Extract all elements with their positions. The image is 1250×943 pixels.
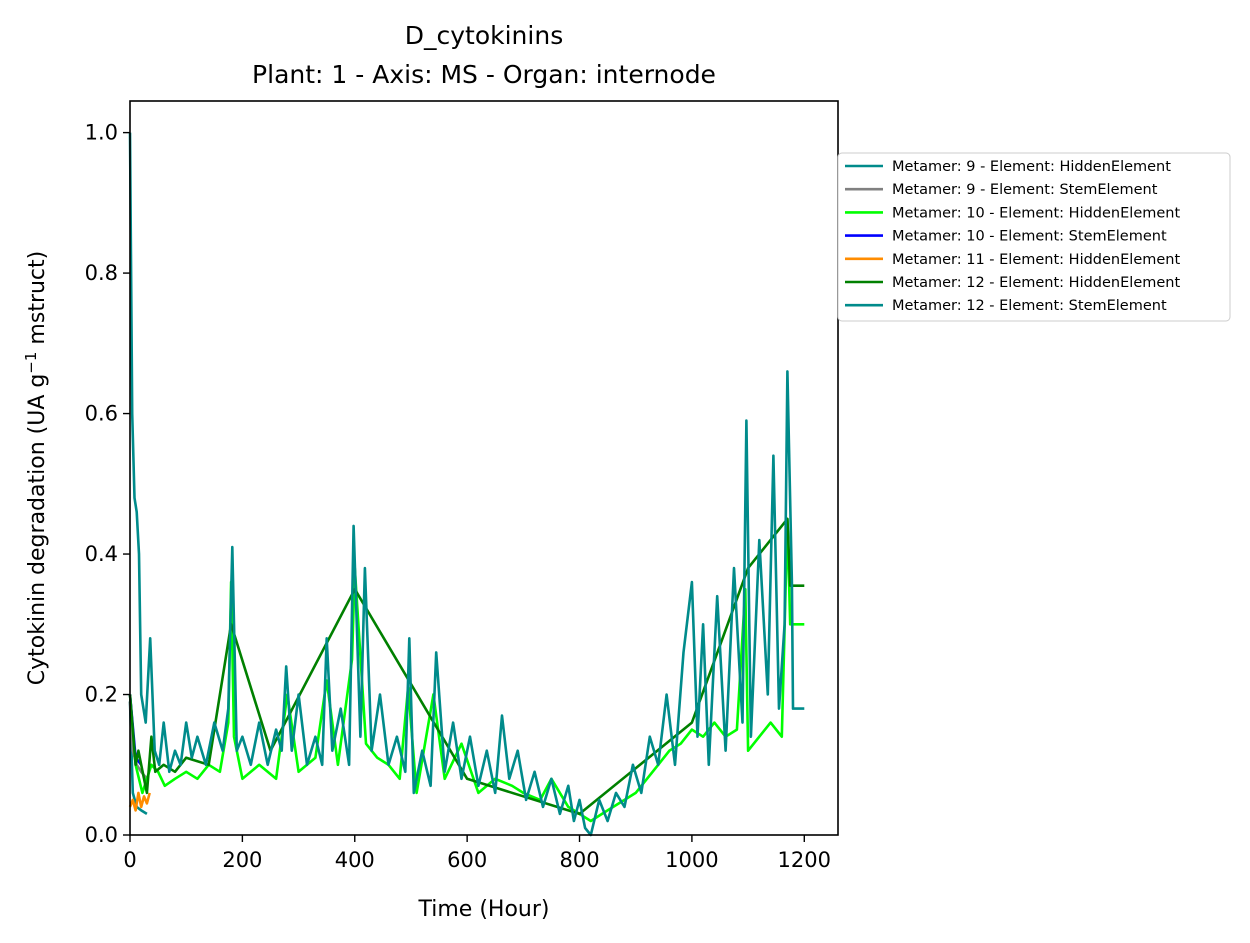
legend-label: Metamer: 12 - Element: HiddenElement [892, 275, 1180, 291]
x-tick-label: 600 [447, 848, 487, 872]
x-tick-label: 200 [222, 848, 262, 872]
y-tick-label: 0.2 [85, 683, 118, 707]
chart-title: D_cytokinins [405, 21, 563, 50]
y-tick-label: 0.4 [85, 542, 118, 566]
legend-label: Metamer: 10 - Element: HiddenElement [892, 205, 1180, 221]
x-axis-label: Time (Hour) [418, 897, 550, 922]
x-tick-label: 0 [123, 848, 136, 872]
legend: Metamer: 9 - Element: HiddenElement Metam… [837, 152, 1231, 322]
legend-label: Metamer: 11 - Element: HiddenElement [892, 252, 1180, 268]
x-tick-label: 1000 [665, 848, 718, 872]
y-axis-label-sup: −1 [22, 352, 40, 374]
y-tick-label: 0.8 [85, 261, 118, 285]
x-axis: 0 200 400 600 800 1000 1200 [123, 835, 831, 872]
x-tick-label: 800 [559, 848, 599, 872]
series-line-4 [128, 791, 151, 812]
y-tick-label: 0.0 [85, 823, 118, 847]
x-tick-label: 400 [335, 848, 375, 872]
legend-frame [837, 152, 1231, 322]
chart-subtitle: Plant: 1 - Axis: MS - Organ: internode [252, 60, 716, 89]
plot-frame [129, 100, 839, 836]
y-axis: 0.0 0.2 0.4 0.6 0.8 1.0 [85, 121, 130, 847]
series-line-6 [128, 132, 805, 837]
series-line-5 [128, 517, 805, 816]
legend-label: Metamer: 9 - Element: HiddenElement [892, 159, 1171, 175]
y-tick-label: 1.0 [85, 121, 118, 145]
legend-label: Metamer: 9 - Element: StemElement [892, 182, 1158, 198]
y-axis-label-tail: mstruct) [25, 251, 50, 352]
y-tick-label: 0.6 [85, 402, 118, 426]
y-axis-label-main: Cytokinin degradation (UA g [25, 374, 50, 686]
legend-label: Metamer: 12 - Element: StemElement [892, 298, 1167, 314]
series-layer [128, 132, 805, 837]
y-axis-label: Cytokinin degradation (UA g−1 mstruct) [22, 251, 50, 686]
x-tick-label: 1200 [778, 848, 831, 872]
legend-label: Metamer: 10 - Element: StemElement [892, 229, 1167, 245]
